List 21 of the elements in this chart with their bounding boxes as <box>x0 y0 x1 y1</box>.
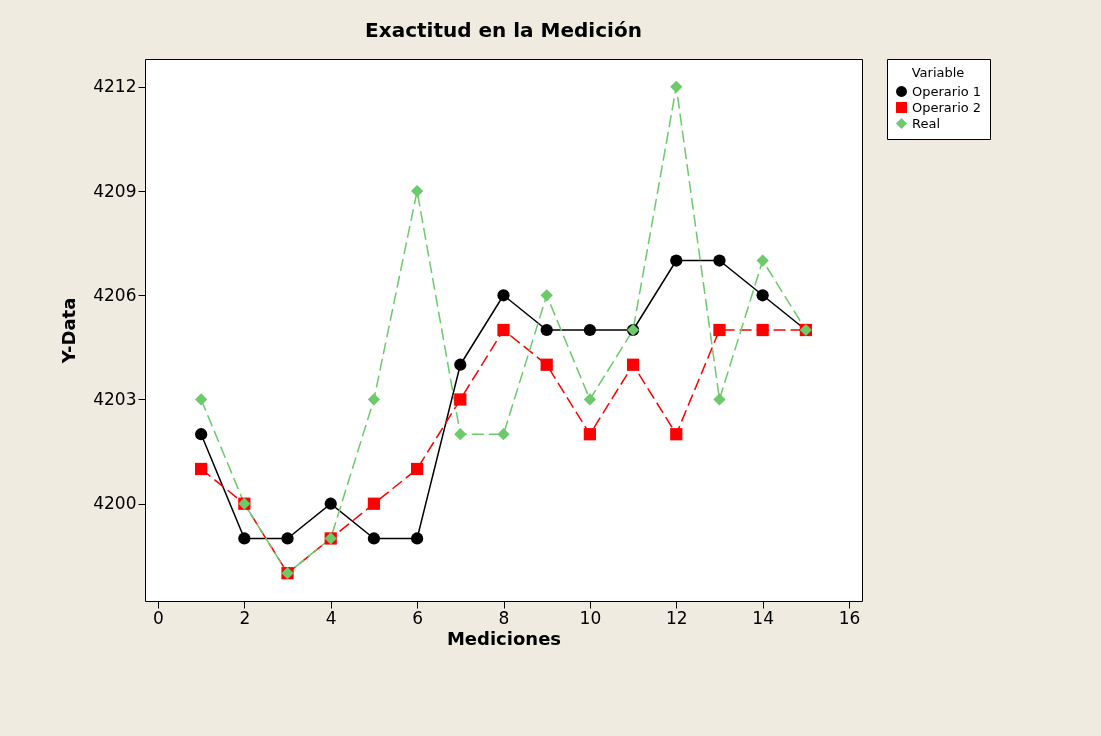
y-tick-label: 4203 <box>93 388 137 409</box>
y-tick-label: 4200 <box>93 493 137 514</box>
x-tick-label: 14 <box>752 607 774 628</box>
legend-label: Operario 1 <box>912 83 982 99</box>
x-tick-label: 12 <box>665 607 688 628</box>
x-tick-label: 4 <box>325 607 337 628</box>
y-tick-label: 4206 <box>93 284 137 305</box>
y-axis-title: Y-Data <box>58 297 80 365</box>
x-tick-label: 6 <box>412 607 424 628</box>
x-tick-label: 8 <box>498 607 510 628</box>
legend-label: Real <box>912 115 941 131</box>
legend-title: Variable <box>911 65 965 80</box>
chart-title: Exactitud en la Medición <box>365 17 642 42</box>
legend-label: Operario 2 <box>912 99 982 115</box>
x-tick-label: 16 <box>838 607 861 628</box>
y-tick-label: 4209 <box>93 180 137 201</box>
x-tick-label: 0 <box>153 607 164 628</box>
x-tick-label: 2 <box>239 607 251 628</box>
y-tick-label: 4212 <box>93 76 137 97</box>
x-tick-label: 10 <box>579 607 602 628</box>
x-axis-title: Mediciones <box>446 627 562 649</box>
